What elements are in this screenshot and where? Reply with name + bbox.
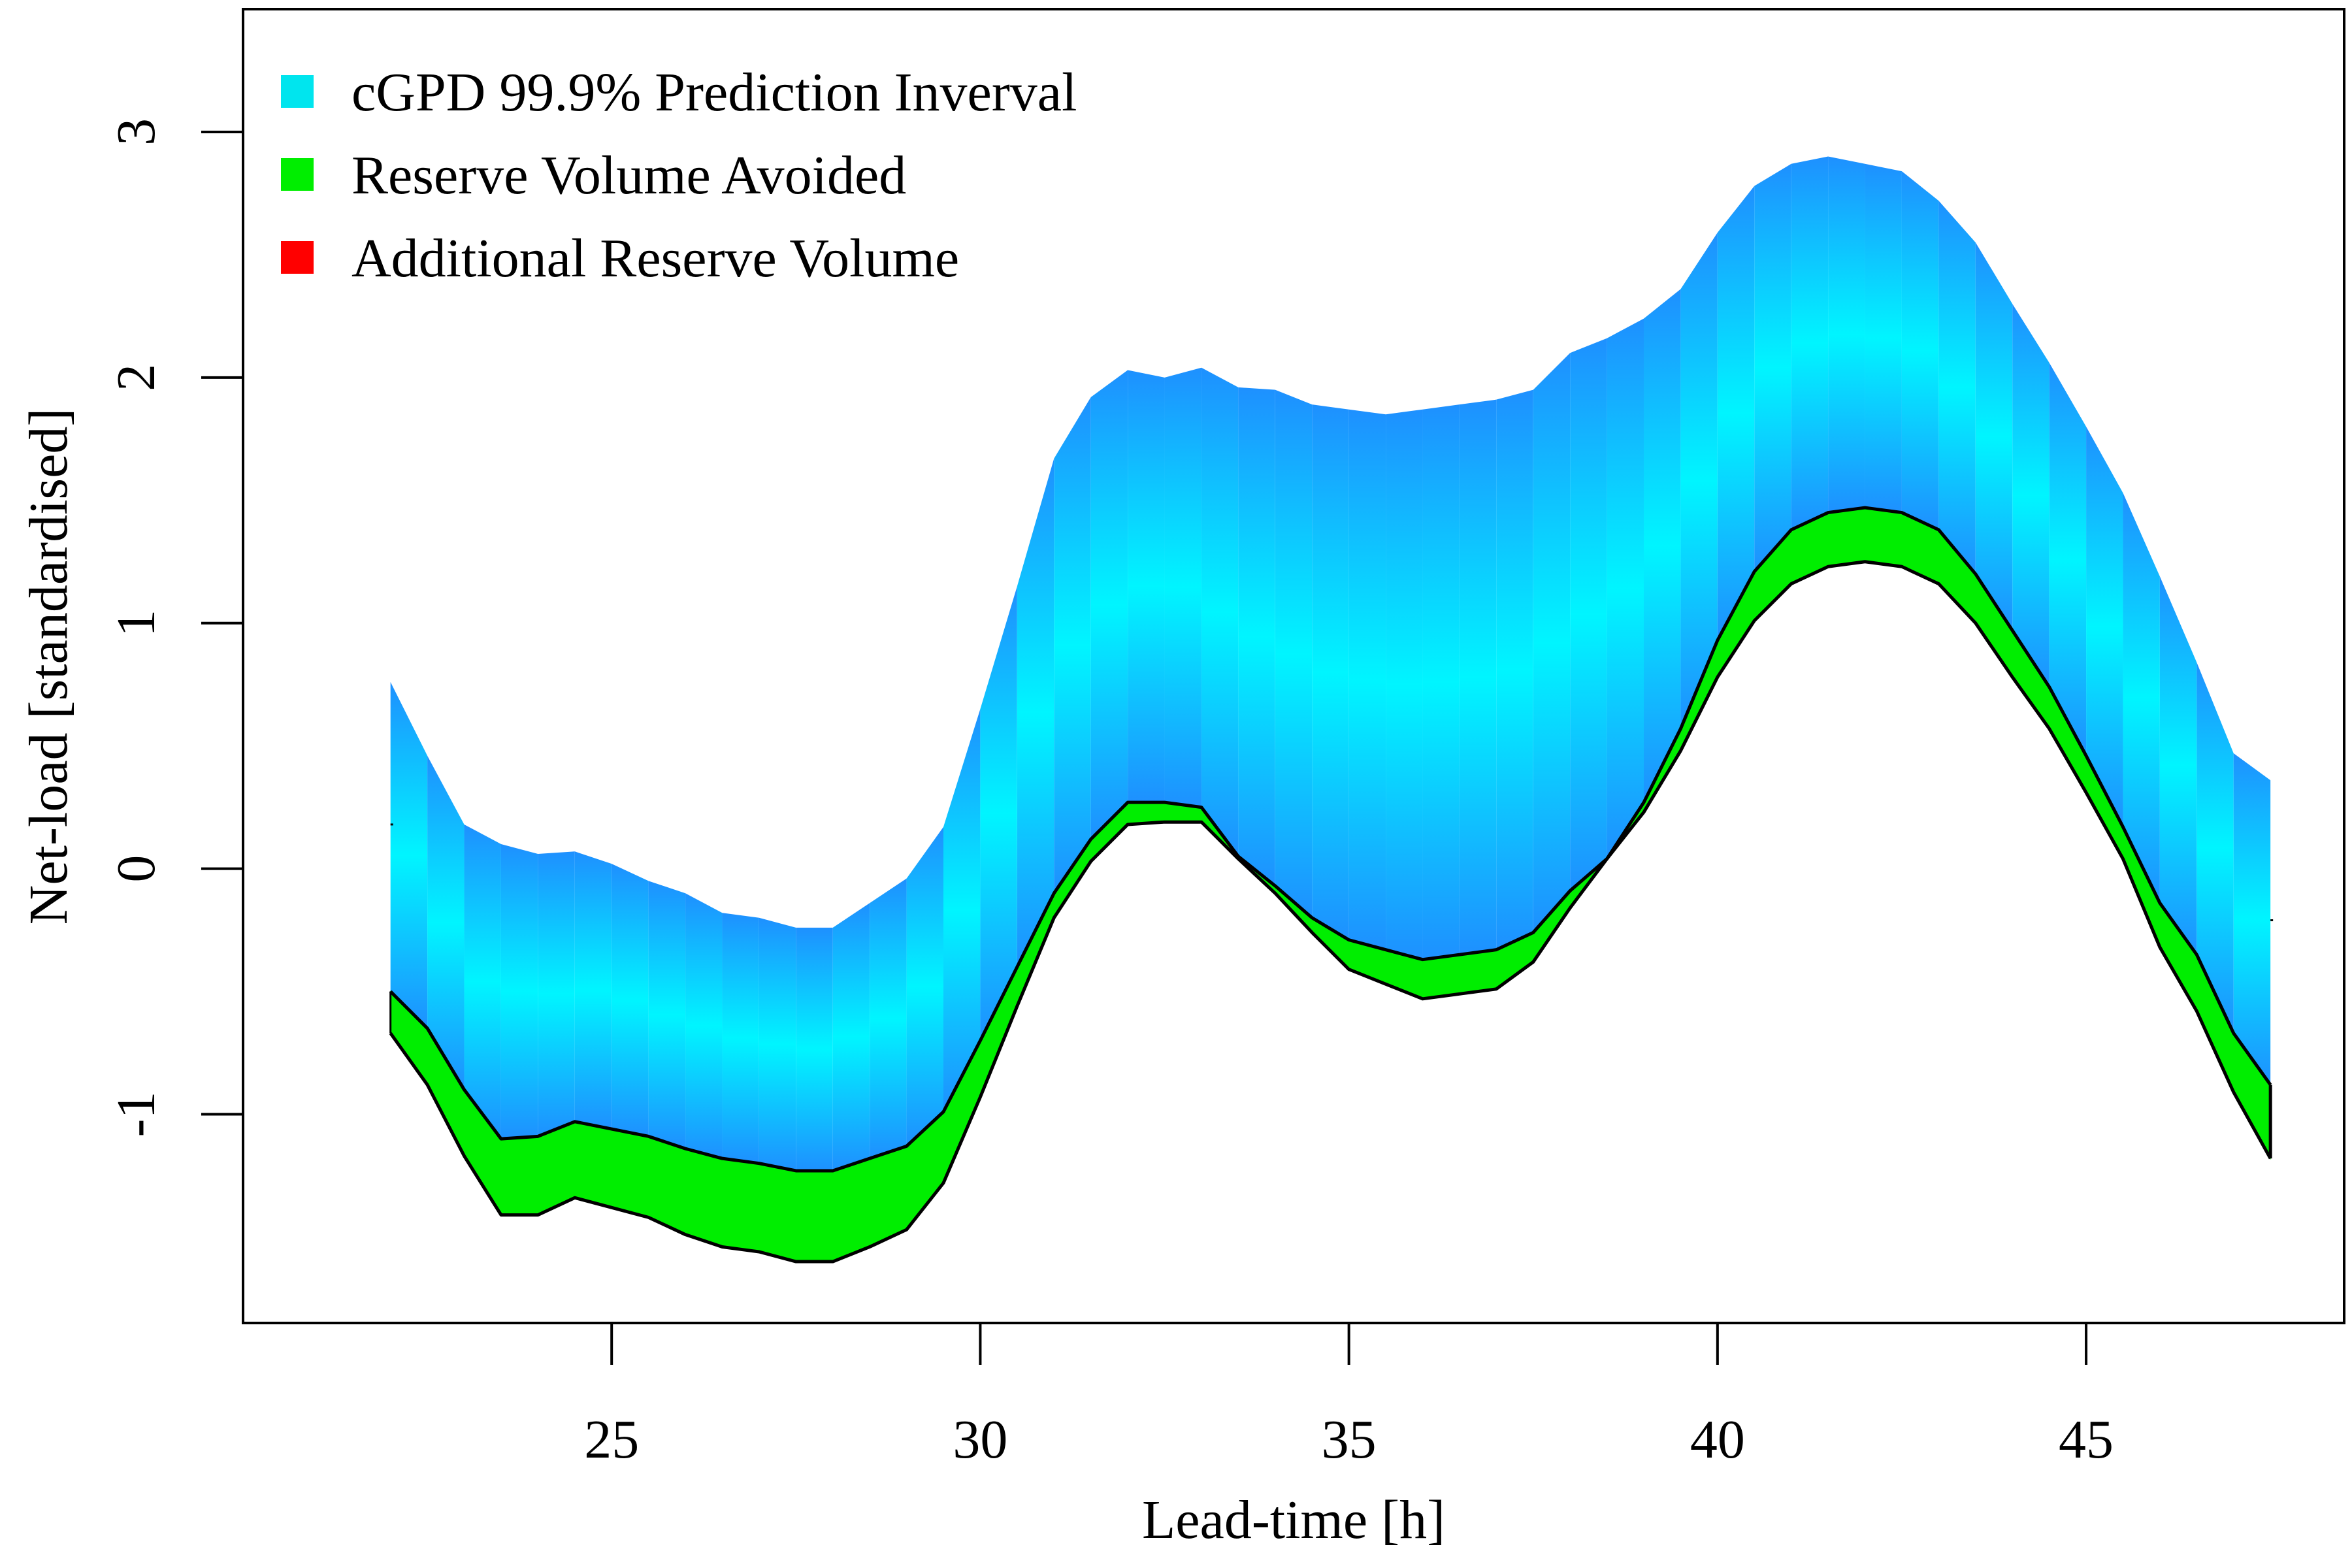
interval-segment-28 bbox=[1422, 404, 1460, 960]
interval-segment-7 bbox=[648, 881, 686, 1149]
interval-segment-35 bbox=[1680, 233, 1718, 729]
interval-segment-15 bbox=[943, 709, 981, 1112]
plot-frame bbox=[242, 8, 2345, 1324]
x-tick-label-40: 40 bbox=[1690, 1409, 1745, 1470]
interval-segment-37 bbox=[1754, 163, 1791, 572]
interval-segment-43 bbox=[1975, 242, 2013, 630]
interval-segment-31 bbox=[1533, 353, 1571, 933]
legend-swatch-1 bbox=[281, 158, 314, 191]
y-axis-title: Net-load [standardised] bbox=[18, 408, 79, 925]
interval-segment-33 bbox=[1607, 318, 1644, 859]
interval-segment-2 bbox=[464, 824, 501, 1139]
interval-segment-42 bbox=[1938, 201, 1976, 574]
legend: cGPD 99.9% Prediction Inverval Reserve Vo… bbox=[281, 62, 1077, 289]
legend-label-2: Additional Reserve Volume bbox=[351, 228, 959, 289]
reserve-difference-group bbox=[389, 506, 2272, 1264]
y-tick-label-1: 1 bbox=[106, 610, 167, 637]
reserve-segment-12 bbox=[832, 1158, 870, 1262]
interval-segment-16 bbox=[980, 586, 1017, 1041]
reserve-segment-5 bbox=[574, 1121, 612, 1208]
interval-segment-40 bbox=[1865, 163, 1902, 513]
interval-segment-34 bbox=[1644, 289, 1681, 803]
interval-segment-22 bbox=[1201, 367, 1239, 857]
legend-swatch-2 bbox=[281, 241, 314, 274]
interval-segment-50 bbox=[2233, 753, 2271, 1085]
x-tick-label-45: 45 bbox=[2059, 1409, 2114, 1470]
interval-segment-26 bbox=[1348, 409, 1386, 950]
interval-segment-41 bbox=[1901, 171, 1939, 530]
legend-label-1: Reserve Volume Avoided bbox=[351, 145, 906, 206]
interval-segment-11 bbox=[796, 927, 833, 1171]
interval-segment-4 bbox=[538, 851, 575, 1137]
reserve-segment-28 bbox=[1422, 954, 1460, 1000]
interval-segment-24 bbox=[1275, 389, 1313, 918]
interval-segment-49 bbox=[2197, 662, 2234, 1034]
interval-segment-5 bbox=[574, 851, 612, 1130]
axes-group bbox=[201, 8, 2345, 1365]
legend-swatch-0 bbox=[281, 75, 314, 108]
interval-segment-17 bbox=[1017, 458, 1054, 967]
interval-segment-10 bbox=[759, 917, 796, 1171]
interval-segment-12 bbox=[832, 903, 870, 1171]
reserve-segment-8 bbox=[685, 1148, 723, 1248]
interval-segment-45 bbox=[2049, 363, 2087, 756]
interval-segment-44 bbox=[2012, 304, 2050, 687]
reserve-segment-11 bbox=[795, 1170, 834, 1262]
interval-segment-1 bbox=[427, 755, 465, 1090]
interval-segment-20 bbox=[1128, 370, 1165, 803]
reserve-segment-40 bbox=[1865, 507, 1903, 567]
interval-segment-47 bbox=[2123, 493, 2160, 904]
x-tick-label-35: 35 bbox=[1322, 1409, 1377, 1470]
y-tick-label-2: 2 bbox=[106, 364, 167, 391]
interval-segment-23 bbox=[1238, 387, 1275, 886]
reserve-segment-10 bbox=[759, 1163, 796, 1262]
interval-segment-38 bbox=[1791, 156, 1829, 530]
reserve-segment-3 bbox=[500, 1135, 538, 1216]
interval-segment-46 bbox=[2086, 427, 2123, 827]
legend-label-0: cGPD 99.9% Prediction Inverval bbox=[351, 62, 1077, 123]
y-tick-label-0: 0 bbox=[106, 855, 167, 883]
interval-segment-8 bbox=[685, 893, 723, 1159]
interval-segment-18 bbox=[1054, 397, 1091, 894]
reserve-segment-39 bbox=[1827, 507, 1866, 567]
interval-lower-line bbox=[389, 506, 2272, 1173]
interval-segment-39 bbox=[1828, 156, 1865, 513]
y-tick-label-3: 3 bbox=[106, 118, 167, 146]
interval-segment-48 bbox=[2159, 576, 2197, 955]
interval-segment-9 bbox=[722, 913, 759, 1164]
interval-segment-0 bbox=[390, 681, 428, 1028]
interval-segment-19 bbox=[1090, 370, 1128, 840]
interval-segment-29 bbox=[1459, 399, 1497, 955]
interval-segment-32 bbox=[1570, 338, 1607, 891]
interval-segment-6 bbox=[612, 864, 649, 1137]
interval-segment-14 bbox=[906, 826, 943, 1147]
reserve-segment-29 bbox=[1459, 949, 1497, 994]
x-tick-label-30: 30 bbox=[953, 1409, 1007, 1470]
interval-segment-25 bbox=[1312, 404, 1349, 940]
prediction-interval-group bbox=[390, 156, 2274, 1171]
x-axis-title: Lead-time [h] bbox=[1142, 1490, 1445, 1550]
interval-segment-13 bbox=[870, 878, 907, 1159]
reserve-segment-6 bbox=[611, 1128, 649, 1218]
interval-segment-30 bbox=[1496, 389, 1533, 950]
y-tick-label--1: -1 bbox=[106, 1092, 167, 1137]
comparison-lower-line bbox=[389, 560, 2272, 1264]
interval-segment-36 bbox=[1717, 186, 1755, 641]
interval-segment-3 bbox=[500, 844, 538, 1139]
interval-segment-27 bbox=[1386, 409, 1423, 960]
x-tick-labels: 25 30 35 40 45 bbox=[584, 1409, 2114, 1470]
x-tick-label-25: 25 bbox=[584, 1409, 639, 1470]
reserve-segment-9 bbox=[721, 1158, 760, 1252]
interval-segment-21 bbox=[1164, 367, 1201, 808]
y-tick-labels: -1 0 1 2 3 bbox=[106, 118, 167, 1137]
